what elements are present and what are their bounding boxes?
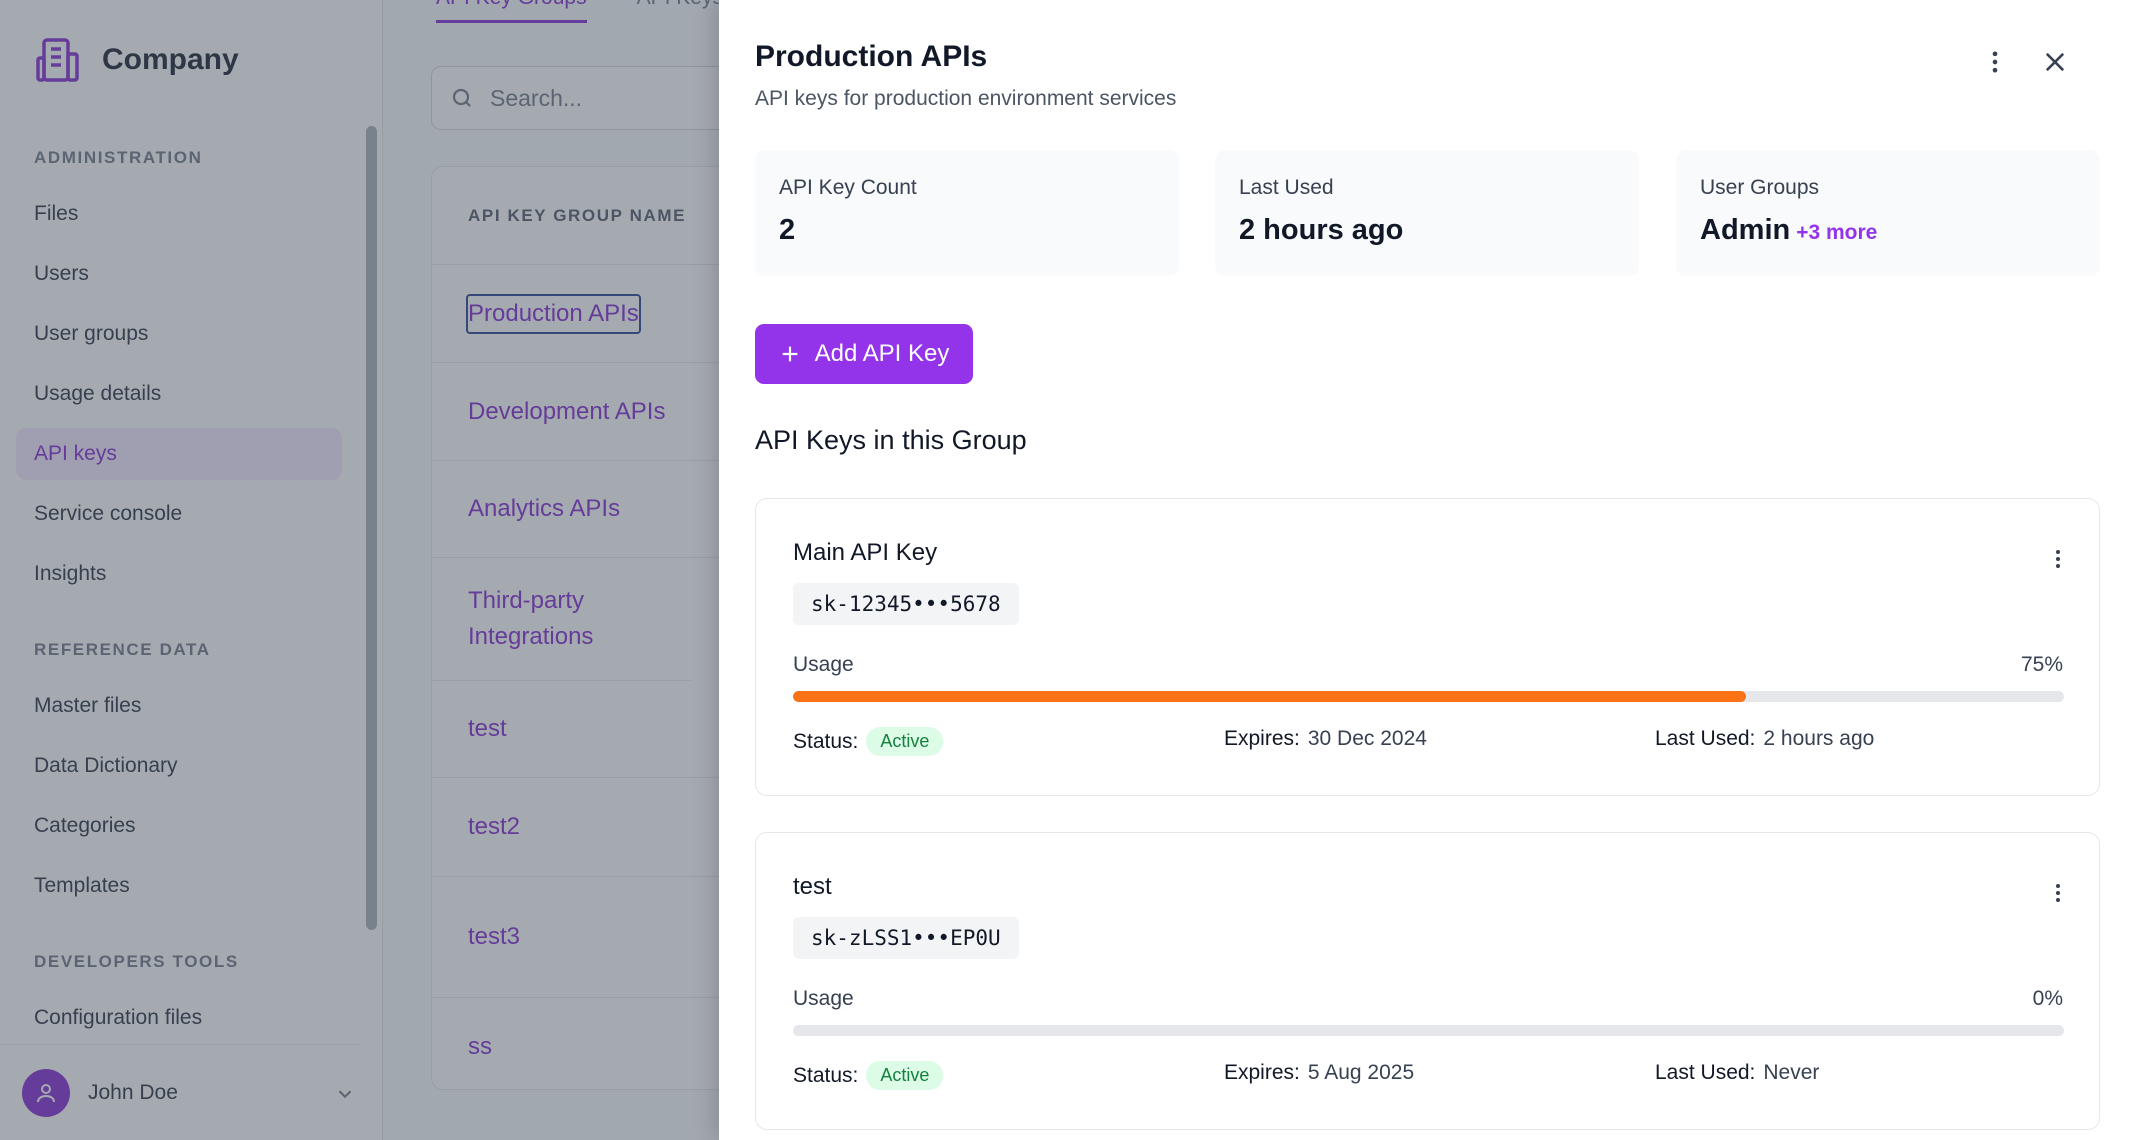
expires-label: Expires: — [1224, 727, 1300, 750]
api-key-card: test sk-zLSS1•••EP0U Usage 0% Status: Ac… — [755, 832, 2100, 1130]
expires-label: Expires: — [1224, 1061, 1300, 1084]
usage-label: Usage — [793, 653, 854, 676]
api-keys-section-title: API Keys in this Group — [755, 425, 1027, 455]
api-key-card: Main API Key sk-12345•••5678 Usage 75% S… — [755, 498, 2100, 796]
expires-value: 30 Dec 2024 — [1307, 727, 1427, 750]
more-vertical-icon[interactable] — [2046, 547, 2070, 571]
stat-value: Admin +3 more — [1700, 214, 2076, 247]
group-detail-panel: Production APIs API keys for production … — [719, 0, 2136, 1140]
add-api-key-button[interactable]: Add API Key — [755, 324, 973, 384]
stat-label: API Key Count — [779, 176, 917, 199]
stat-last-used: Last Used 2 hours ago — [1215, 150, 1639, 276]
stat-label: Last Used — [1239, 176, 1334, 199]
expires-value: 5 Aug 2025 — [1307, 1061, 1415, 1084]
panel-title: Production APIs — [755, 40, 988, 73]
last-used-value: Never — [1763, 1061, 1820, 1084]
usage-bar — [793, 1025, 2064, 1036]
usage-bar-fill — [793, 691, 1747, 702]
stat-value: 2 hours ago — [1239, 214, 1404, 246]
expires-row: Expires: 5 Aug 2025 — [1224, 1061, 1414, 1085]
modal-backdrop[interactable] — [0, 0, 719, 1140]
last-used-row: Last Used: 2 hours ago — [1655, 727, 1874, 751]
more-vertical-icon[interactable] — [2046, 881, 2070, 905]
last-used-value: 2 hours ago — [1763, 727, 1875, 750]
stat-label: User Groups — [1700, 176, 1820, 199]
api-key-secret[interactable]: sk-zLSS1•••EP0U — [793, 917, 1019, 959]
last-used-row: Last Used: Never — [1655, 1061, 1819, 1085]
user-group-primary: Admin — [1700, 214, 1791, 246]
usage-bar — [793, 691, 2064, 702]
status-label: Status: — [793, 729, 859, 753]
usage-percent: 75% — [2020, 653, 2063, 676]
stat-value: 2 — [779, 214, 796, 246]
add-api-key-label: Add API Key — [814, 340, 950, 367]
api-key-secret[interactable]: sk-12345•••5678 — [793, 583, 1019, 625]
status-row: Status: Active — [793, 727, 944, 756]
panel-subtitle: API keys for production environment serv… — [755, 87, 1177, 110]
close-icon[interactable] — [2041, 48, 2069, 76]
stat-api-key-count: API Key Count 2 — [755, 150, 1179, 276]
status-label: Status: — [793, 1063, 859, 1087]
user-groups-more-link[interactable]: +3 more — [1796, 221, 1878, 244]
more-vertical-icon[interactable] — [1981, 48, 2009, 76]
api-key-name: Main API Key — [793, 539, 938, 566]
last-used-label: Last Used: — [1655, 1061, 1756, 1084]
plus-icon — [782, 346, 797, 362]
stat-user-groups: User Groups Admin +3 more — [1676, 150, 2100, 276]
status-row: Status: Active — [793, 1061, 944, 1090]
api-key-name: test — [793, 873, 832, 900]
last-used-label: Last Used: — [1655, 727, 1756, 750]
status-badge: Active — [866, 1061, 944, 1090]
usage-percent: 0% — [2032, 987, 2063, 1010]
expires-row: Expires: 30 Dec 2024 — [1224, 727, 1427, 751]
usage-label: Usage — [793, 987, 854, 1010]
status-badge: Active — [866, 727, 944, 756]
